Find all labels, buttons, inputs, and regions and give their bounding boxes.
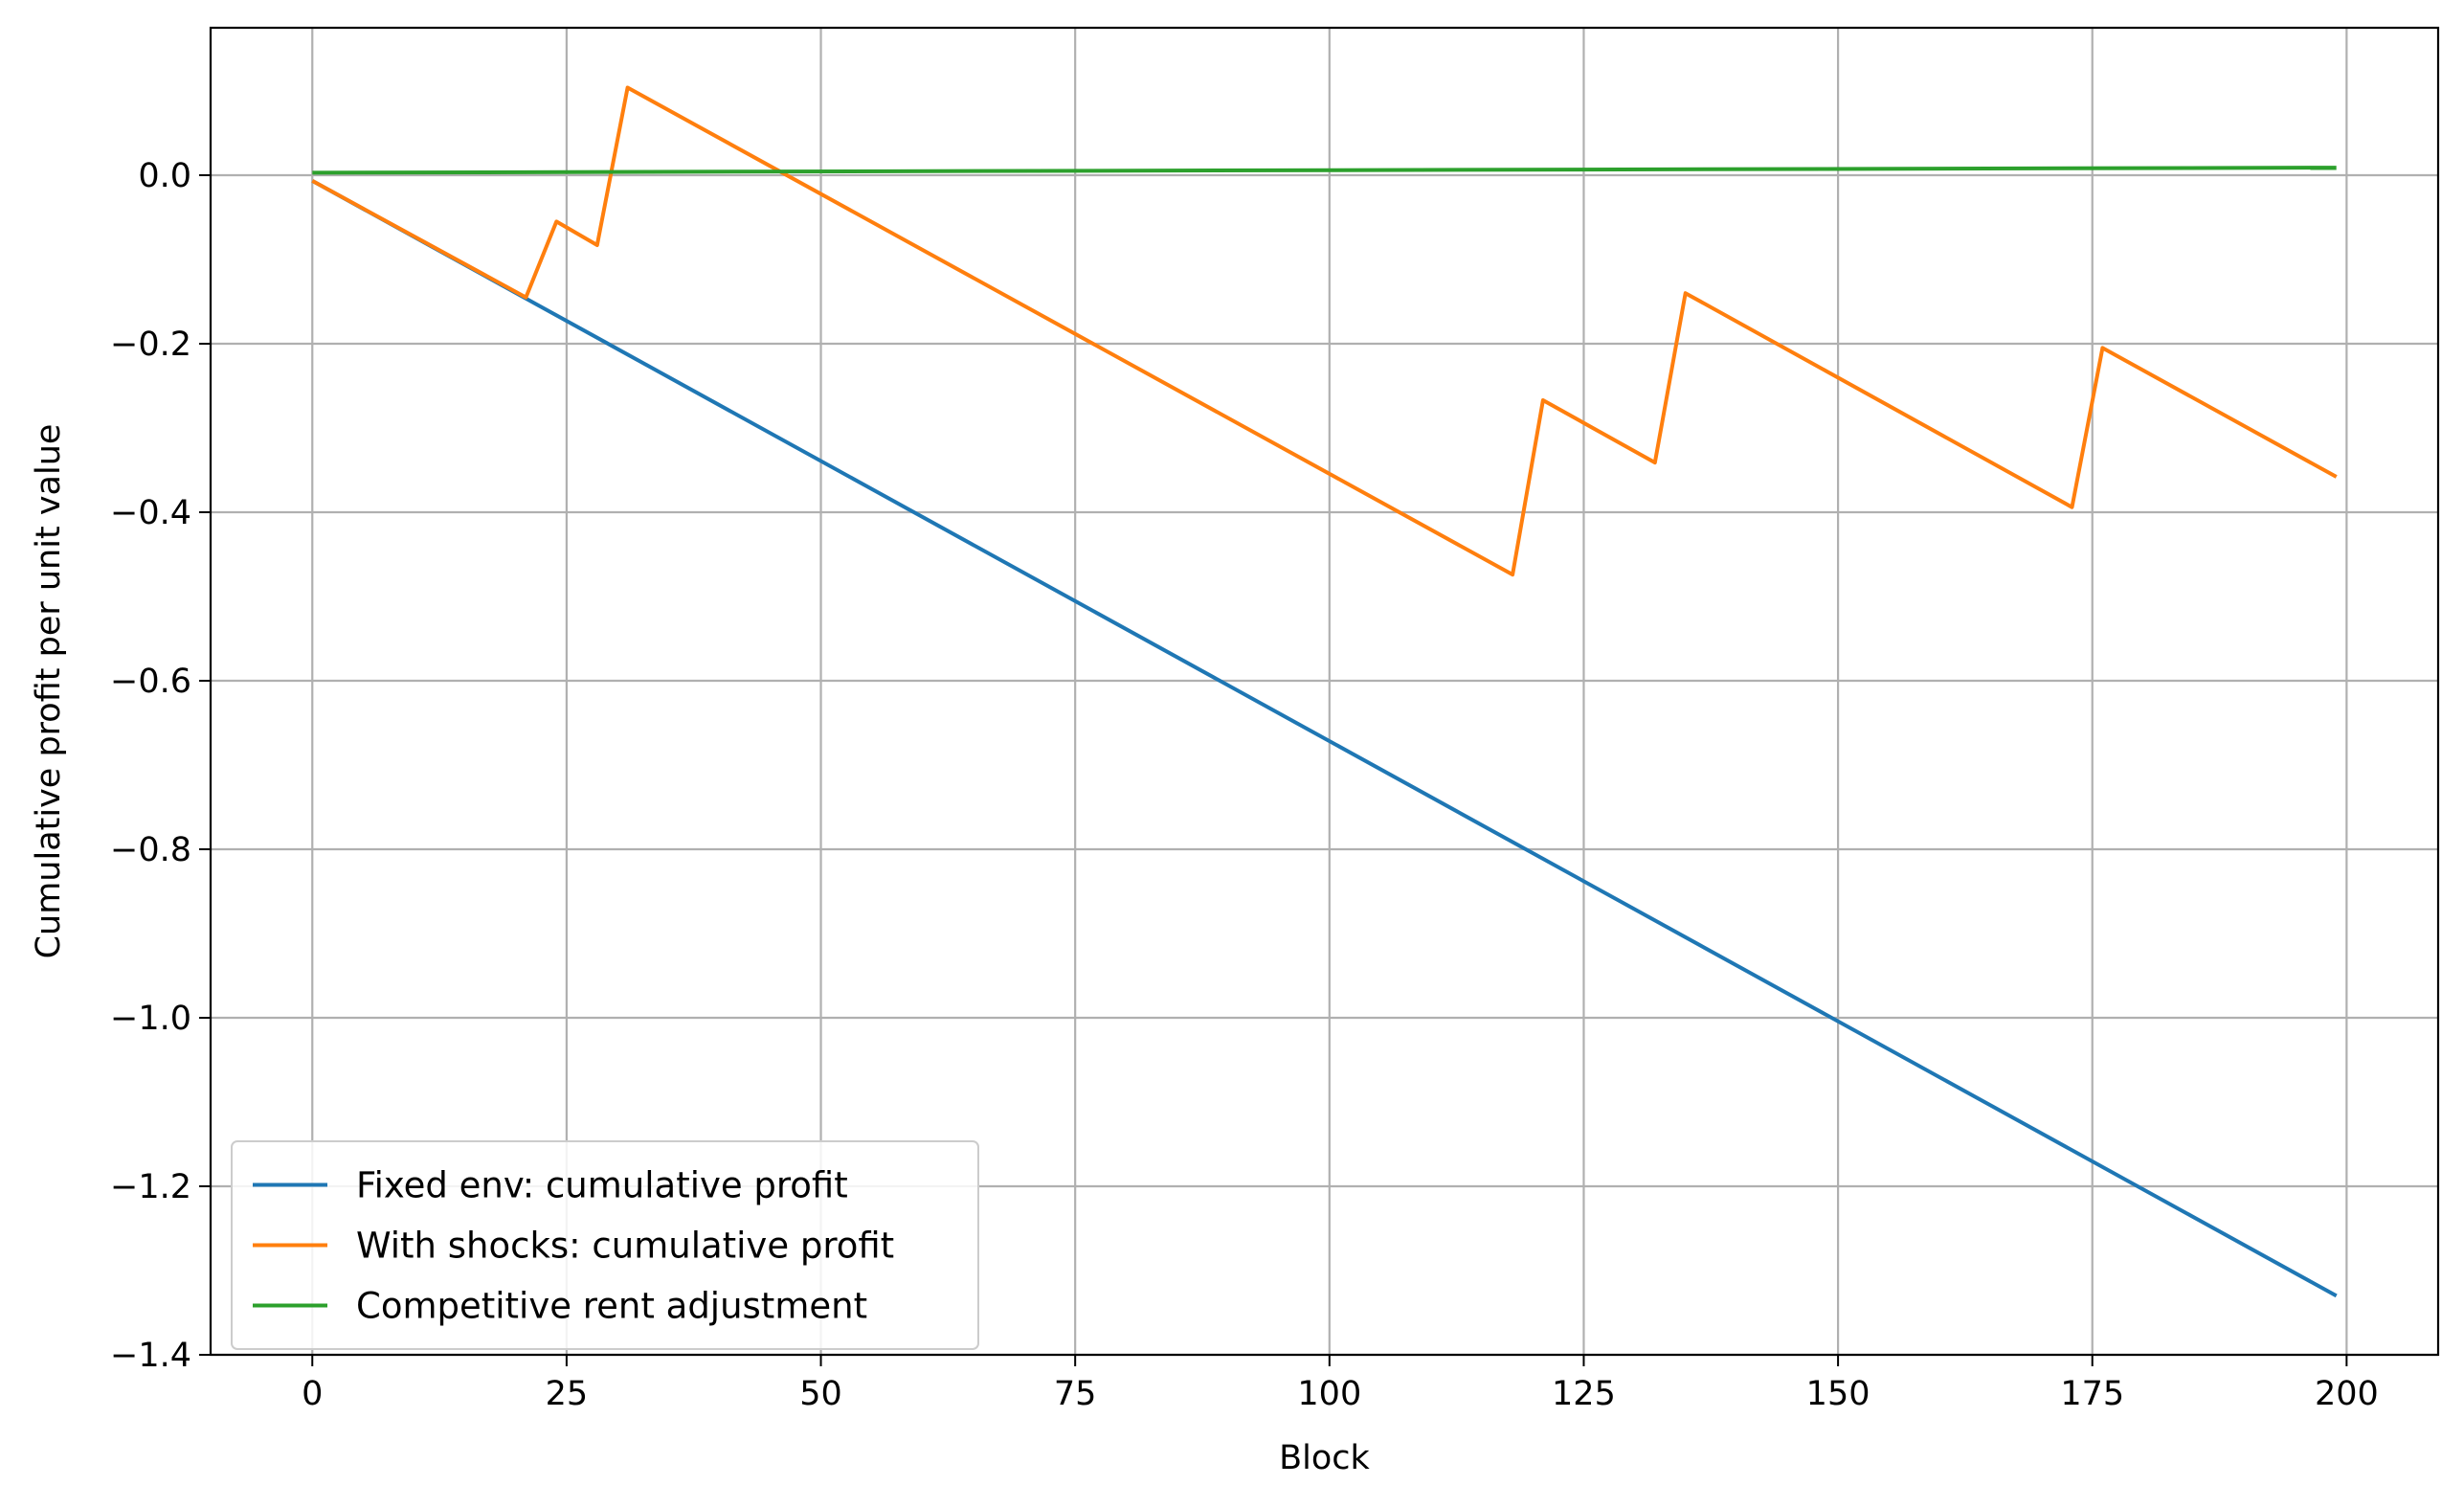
plot-frame [209, 26, 2440, 1357]
legend-label: Fixed env: cumulative profit [356, 1165, 848, 1206]
x-tick-label: 125 [1552, 1375, 1616, 1413]
x-axis-label: Block [1279, 1439, 1370, 1477]
legend-label: With shocks: cumulative profit [356, 1226, 894, 1267]
axis-ticks: 0 25 50 75 100 125 150 175 200 0.0 −0.2 −0.4 −0.6 −0.… [110, 157, 2379, 1413]
series-line-2 [311, 85, 2338, 577]
series-lines [311, 85, 2338, 1298]
x-tick-label: 150 [1806, 1375, 1870, 1413]
y-tick-label: −0.2 [110, 326, 191, 364]
x-tick-label: 200 [2315, 1375, 2379, 1413]
x-tick-label: 50 [799, 1375, 842, 1413]
y-tick-label: −0.6 [110, 663, 191, 701]
series-line-1 [311, 179, 2338, 1298]
x-tick-label: 25 [546, 1375, 589, 1413]
y-tick-label: −1.2 [110, 1168, 191, 1206]
legend: Fixed env: cumulative profit With shocks:… [231, 1140, 979, 1350]
x-tick-label: 175 [2060, 1375, 2124, 1413]
y-tick-label: −0.4 [110, 494, 191, 532]
legend-box [231, 1140, 979, 1350]
series-line-3 [312, 166, 2337, 175]
y-tick-label: −1.0 [110, 1000, 191, 1038]
x-tick-label: 75 [1054, 1375, 1097, 1413]
y-tick-label: −1.4 [110, 1337, 191, 1375]
y-tick-label: 0.0 [138, 157, 191, 195]
x-tick-label: 100 [1297, 1375, 1361, 1413]
x-tick-label: 0 [302, 1375, 323, 1413]
y-tick-label: −0.8 [110, 831, 191, 869]
legend-label: Competitive rent adjustment [356, 1286, 867, 1327]
y-axis-label: Cumulative profit per unit value [30, 424, 68, 959]
